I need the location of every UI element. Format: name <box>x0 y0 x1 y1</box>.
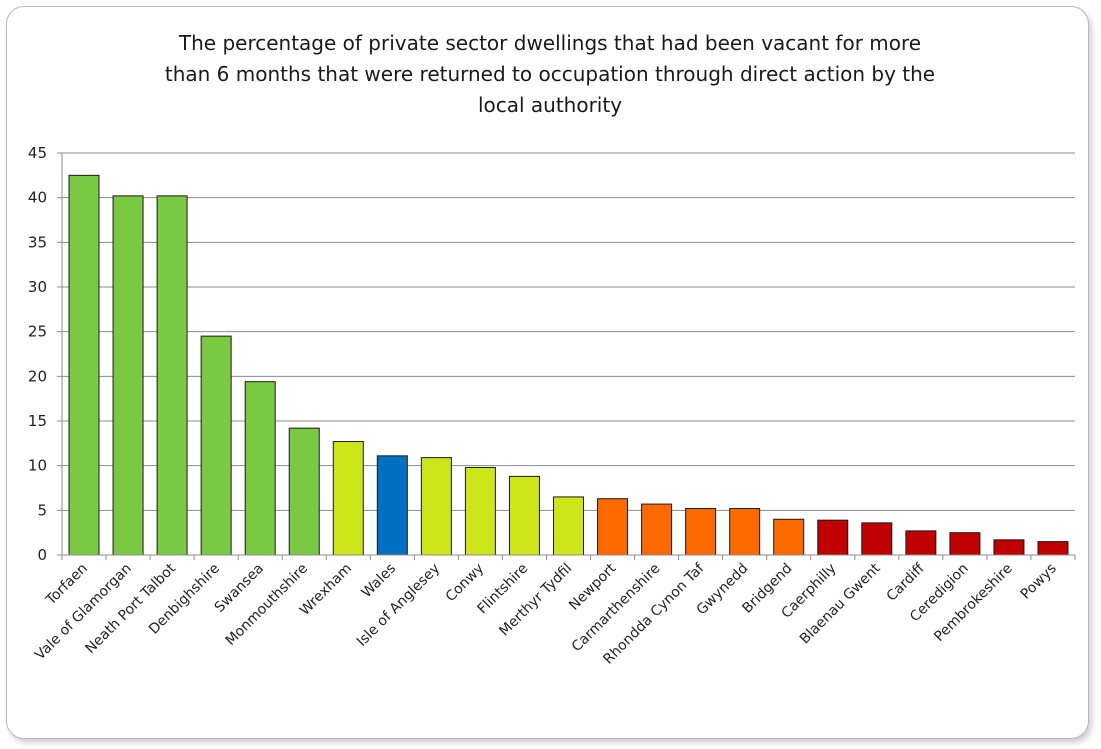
x-category-label: Pembrokeshire <box>931 561 1015 645</box>
bar <box>729 508 761 556</box>
bar <box>332 441 364 556</box>
x-category-label: Conwy <box>443 561 488 606</box>
bars <box>68 174 1069 556</box>
bar <box>156 195 188 556</box>
bar <box>200 335 232 556</box>
bar <box>597 498 629 556</box>
y-tick-label: 35 <box>28 233 47 251</box>
chart-title: The percentage of private sector dwellin… <box>80 28 1020 121</box>
bar <box>861 522 893 556</box>
x-category-label: Isle of Anglesey <box>354 561 443 650</box>
y-axis-tick-labels: 0 5 10 15 20 25 30 35 40 45 <box>28 144 47 564</box>
bar <box>993 539 1025 556</box>
bar <box>817 519 849 556</box>
chart-title-line-3: local authority <box>477 93 623 117</box>
x-category-label: Wales <box>359 561 400 602</box>
y-tick-label: 30 <box>28 278 47 296</box>
bar <box>905 530 937 556</box>
y-tick-label: 45 <box>28 144 47 162</box>
chart-title-line-2: than 6 months that were returned to occu… <box>164 62 936 86</box>
bar <box>553 496 584 556</box>
chart-title-line-1: The percentage of private sector dwellin… <box>178 31 922 55</box>
y-tick-label: 10 <box>28 457 47 475</box>
x-category-label: Blaenau Gwent <box>797 560 884 647</box>
x-category-label: Monmouthshire <box>223 561 311 649</box>
y-tick-label: 20 <box>28 367 47 385</box>
bar <box>464 466 496 556</box>
bar <box>420 457 452 556</box>
bar <box>112 195 144 556</box>
y-tick-label: 25 <box>28 323 47 341</box>
bar <box>68 174 100 556</box>
y-tick-label: 40 <box>28 189 47 207</box>
bar <box>641 503 673 556</box>
x-category-label: Powys <box>1018 561 1060 603</box>
bar <box>1037 541 1069 556</box>
y-tick-label: 0 <box>37 546 47 564</box>
bar <box>376 455 408 556</box>
x-category-label: Cardiff <box>884 560 928 604</box>
y-tick-label: 15 <box>28 412 47 430</box>
bar <box>508 475 540 556</box>
bar <box>773 518 805 556</box>
bar <box>685 508 717 556</box>
axes <box>57 152 1076 560</box>
y-tick-label: 5 <box>37 501 47 519</box>
bar <box>949 532 981 556</box>
bar <box>244 381 276 556</box>
bar <box>288 427 320 556</box>
